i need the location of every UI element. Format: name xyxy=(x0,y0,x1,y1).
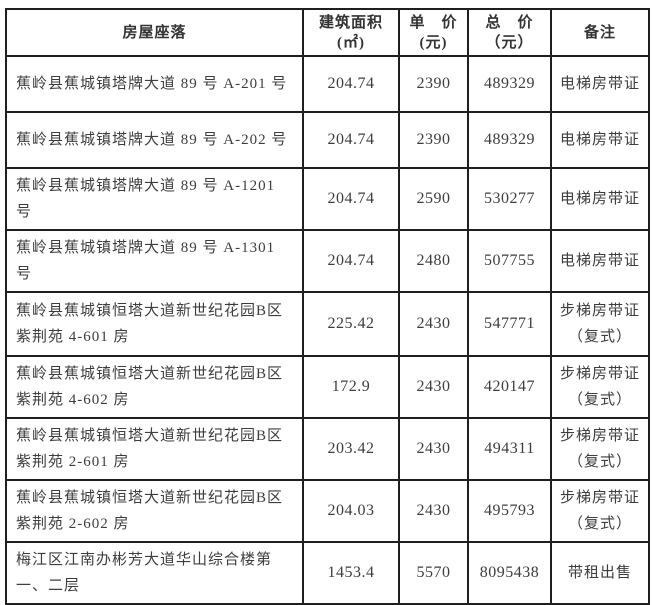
header-address-label: 房屋座落 xyxy=(122,24,187,41)
remark-line1: 电梯房带证 xyxy=(559,132,640,148)
cell-remark: 步梯房带证 （复式） xyxy=(550,417,650,481)
remark-line1: 带租出售 xyxy=(567,565,632,581)
cell-total-price: 530277 xyxy=(467,167,552,231)
cell-area: 204.74 xyxy=(302,55,400,113)
remark-line1: 步梯房带证 xyxy=(559,490,640,506)
cell-remark: 电梯房带证 xyxy=(550,55,650,113)
cell-remark: 步梯房带证 （复式） xyxy=(550,479,650,543)
header-unit-price: 单 价 (元) xyxy=(398,8,469,57)
cell-address: 蕉岭县蕉城镇塔牌大道 89 号 A-1301 号 xyxy=(5,229,304,293)
remark-line2: （复式） xyxy=(567,516,632,532)
table-row: 梅江区江南办彬芳大道华山综合楼第一、二层 1453.4 5570 8095438… xyxy=(5,541,650,605)
cell-total-price: 495793 xyxy=(467,479,552,543)
cell-remark: 步梯房带证 （复式） xyxy=(550,291,650,357)
cell-area: 203.42 xyxy=(302,417,400,481)
cell-total-price: 547771 xyxy=(467,291,552,357)
cell-unit-price: 2390 xyxy=(398,111,469,169)
table-row: 蕉岭县蕉城镇塔牌大道 89 号 A-1201 号 204.74 2590 530… xyxy=(5,167,650,231)
remark-line2: （复式） xyxy=(567,329,632,345)
header-area-label: 建筑面积 xyxy=(318,14,383,31)
cell-remark: 带租出售 xyxy=(550,541,650,605)
header-total-price-unit: （元） xyxy=(485,34,534,51)
cell-area: 225.42 xyxy=(302,291,400,357)
header-row: 房屋座落 建筑面积 (㎡) 单 价 (元) 总 价 （元） 备注 xyxy=(5,8,650,57)
cell-unit-price: 2590 xyxy=(398,167,469,231)
remark-line2: （复式） xyxy=(567,454,632,470)
cell-total-price: 507755 xyxy=(467,229,552,293)
cell-address: 蕉岭县蕉城镇恒塔大道新世纪花园B区紫荆苑 4-602 房 xyxy=(5,355,304,419)
remark-line1: 步梯房带证 xyxy=(559,366,640,382)
cell-remark: 电梯房带证 xyxy=(550,111,650,169)
cell-total-price: 8095438 xyxy=(467,541,552,605)
table-row: 蕉岭县蕉城镇恒塔大道新世纪花园B区紫荆苑 2-601 房 203.42 2430… xyxy=(5,417,650,481)
cell-address: 蕉岭县蕉城镇塔牌大道 89 号 A-202 号 xyxy=(5,111,304,169)
header-address: 房屋座落 xyxy=(5,8,304,57)
cell-area: 172.9 xyxy=(302,355,400,419)
header-remark-label: 备注 xyxy=(583,24,616,41)
remark-line1: 电梯房带证 xyxy=(559,76,640,92)
cell-address: 蕉岭县蕉城镇塔牌大道 89 号 A-1201 号 xyxy=(5,167,304,231)
cell-unit-price: 2430 xyxy=(398,417,469,481)
cell-unit-price: 5570 xyxy=(398,541,469,605)
header-total-price-label: 总 价 xyxy=(485,14,534,31)
cell-unit-price: 2480 xyxy=(398,229,469,293)
cell-address: 梅江区江南办彬芳大道华山综合楼第一、二层 xyxy=(5,541,304,605)
header-total-price: 总 价 （元） xyxy=(467,8,552,57)
cell-total-price: 489329 xyxy=(467,55,552,113)
cell-area: 204.74 xyxy=(302,111,400,169)
header-area-unit: (㎡) xyxy=(337,34,365,51)
cell-total-price: 494311 xyxy=(467,417,552,481)
remark-line1: 电梯房带证 xyxy=(559,253,640,269)
table-row: 蕉岭县蕉城镇恒塔大道新世纪花园B区紫荆苑 4-601 房 225.42 2430… xyxy=(5,291,650,357)
remark-line2: （复式） xyxy=(567,392,632,408)
cell-area: 204.74 xyxy=(302,167,400,231)
cell-unit-price: 2430 xyxy=(398,479,469,543)
cell-remark: 电梯房带证 xyxy=(550,167,650,231)
header-unit-price-label: 单 价 xyxy=(409,14,458,31)
cell-remark: 步梯房带证 （复式） xyxy=(550,355,650,419)
table-body: 蕉岭县蕉城镇塔牌大道 89 号 A-201 号 204.74 2390 4893… xyxy=(5,55,650,605)
header-unit-price-unit: (元) xyxy=(419,34,448,51)
table-row: 蕉岭县蕉城镇恒塔大道新世纪花园B区紫荆苑 2-602 房 204.03 2430… xyxy=(5,479,650,543)
cell-area: 1453.4 xyxy=(302,541,400,605)
header-remark: 备注 xyxy=(550,8,650,57)
table-row: 蕉岭县蕉城镇恒塔大道新世纪花园B区紫荆苑 4-602 房 172.9 2430 … xyxy=(5,355,650,419)
table-header: 房屋座落 建筑面积 (㎡) 单 价 (元) 总 价 （元） 备注 xyxy=(5,8,650,57)
cell-unit-price: 2390 xyxy=(398,55,469,113)
header-area: 建筑面积 (㎡) xyxy=(302,8,400,57)
cell-address: 蕉岭县蕉城镇塔牌大道 89 号 A-201 号 xyxy=(5,55,304,113)
table-row: 蕉岭县蕉城镇塔牌大道 89 号 A-201 号 204.74 2390 4893… xyxy=(5,55,650,113)
cell-remark: 电梯房带证 xyxy=(550,229,650,293)
cell-total-price: 420147 xyxy=(467,355,552,419)
remark-line1: 步梯房带证 xyxy=(559,428,640,444)
remark-line1: 步梯房带证 xyxy=(559,303,640,319)
cell-area: 204.74 xyxy=(302,229,400,293)
table-row: 蕉岭县蕉城镇塔牌大道 89 号 A-202 号 204.74 2390 4893… xyxy=(5,111,650,169)
remark-line1: 电梯房带证 xyxy=(559,191,640,207)
table-row: 蕉岭县蕉城镇塔牌大道 89 号 A-1301 号 204.74 2480 507… xyxy=(5,229,650,293)
cell-total-price: 489329 xyxy=(467,111,552,169)
cell-address: 蕉岭县蕉城镇恒塔大道新世纪花园B区紫荆苑 2-601 房 xyxy=(5,417,304,481)
cell-area: 204.03 xyxy=(302,479,400,543)
property-listing-table: 房屋座落 建筑面积 (㎡) 单 价 (元) 总 价 （元） 备注 蕉岭县蕉城镇塔… xyxy=(5,8,650,605)
cell-address: 蕉岭县蕉城镇恒塔大道新世纪花园B区紫荆苑 4-601 房 xyxy=(5,291,304,357)
cell-unit-price: 2430 xyxy=(398,355,469,419)
cell-address: 蕉岭县蕉城镇恒塔大道新世纪花园B区紫荆苑 2-602 房 xyxy=(5,479,304,543)
cell-unit-price: 2430 xyxy=(398,291,469,357)
